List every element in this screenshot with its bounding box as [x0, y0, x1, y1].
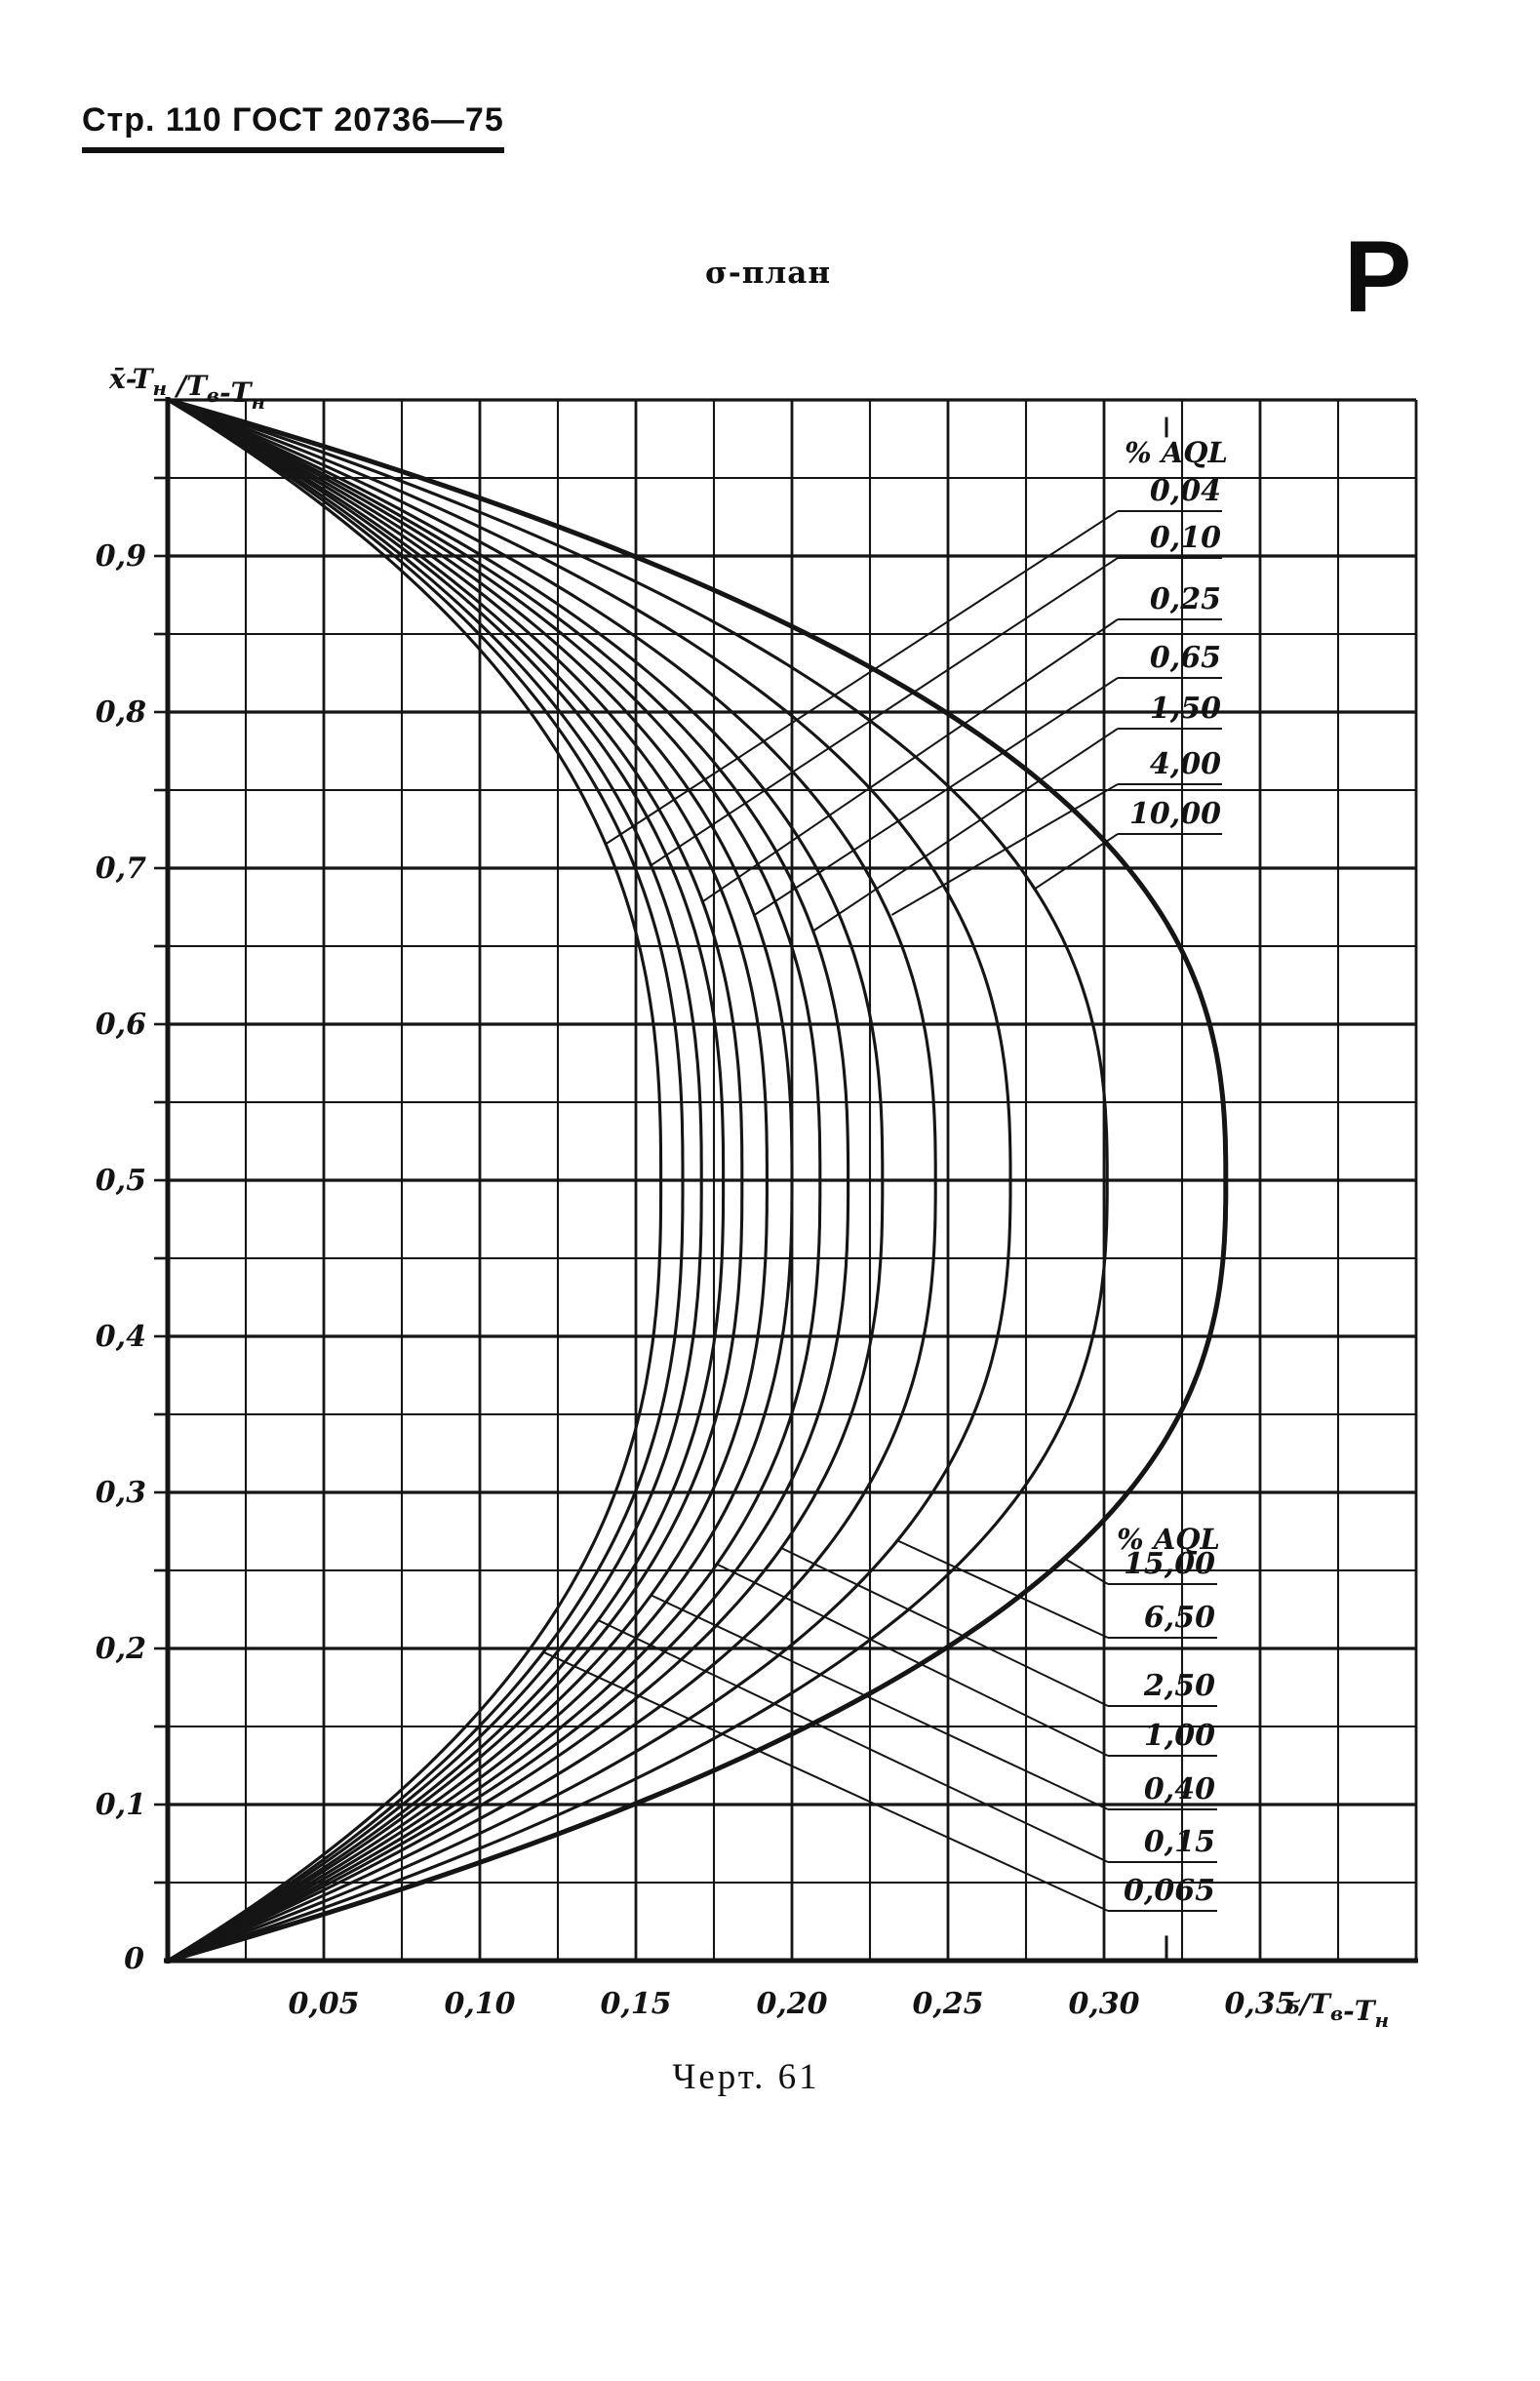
x-tick-label: 0,15	[600, 1987, 671, 2021]
y-tick-label: 0,3	[96, 1476, 146, 1510]
aql-curve	[166, 398, 703, 1963]
aql-curve	[166, 398, 937, 1963]
y-tick-label: 0,9	[96, 539, 146, 574]
aql-curve	[166, 398, 769, 1963]
legend-lower-label: 0,065	[1124, 1874, 1215, 1908]
legend-lower-label: 0,40	[1144, 1772, 1215, 1806]
legend-leader-line	[604, 510, 1119, 846]
legend-upper-label: 0,25	[1150, 582, 1221, 616]
legend-leader-line	[716, 1563, 1109, 1757]
legend-leader-line	[1035, 833, 1119, 890]
aql-curve	[166, 398, 794, 1963]
legend-leader-line	[781, 1547, 1109, 1707]
y-tick-label: 0,5	[96, 1164, 146, 1198]
legend-upper-label: 1,50	[1150, 692, 1221, 726]
legend-leader-line	[754, 677, 1119, 916]
legend-upper-label: 4,00	[1150, 747, 1221, 781]
legend-upper-label: 10,00	[1129, 797, 1221, 831]
legend-lower-title: % AQL	[1117, 1523, 1220, 1556]
x-tick-label: 0,30	[1068, 1987, 1139, 2021]
aql-curve	[166, 398, 744, 1963]
legend-leader-line	[890, 783, 1119, 916]
y-tick-label: 0,6	[96, 1008, 146, 1042]
page-header: Стр. 110 ГОСТ 20736—75	[82, 101, 504, 153]
y-tick-label: 0,7	[96, 852, 146, 886]
x-tick-label: 0,05	[288, 1987, 359, 2021]
y-tick-label: 0,1	[96, 1788, 146, 1822]
legend-leader-line	[700, 618, 1119, 904]
legend-leader-line	[541, 1650, 1109, 1912]
corner-letter-p: Р	[1344, 220, 1412, 334]
y-tick-label: 0,2	[96, 1632, 146, 1666]
legend-upper-label: 0,04	[1150, 474, 1221, 508]
aql-curve	[166, 398, 885, 1963]
legend-lower-label: 0,15	[1144, 1825, 1215, 1859]
figure-caption: Черт. 61	[672, 2057, 820, 2097]
y-tick-label: 0,8	[96, 695, 146, 730]
aql-curve	[166, 398, 1109, 1963]
aql-curve	[166, 398, 726, 1963]
legend-lower-label: 6,50	[1144, 1601, 1215, 1635]
aql-curve	[166, 398, 685, 1963]
x-tick-label: 0,10	[444, 1987, 515, 2021]
legend-leader-line	[812, 728, 1119, 932]
aql-curve	[166, 398, 1012, 1963]
origin-label: 0	[124, 1942, 144, 1976]
legend-leader-line	[651, 1594, 1109, 1810]
x-tick-label: 0,35	[1224, 1987, 1295, 2021]
y-tick-label: 0,4	[96, 1320, 146, 1354]
x-axis-title: ϭ/Tв-Tн	[1285, 1988, 1389, 2032]
legend-leader-line	[897, 1539, 1109, 1639]
aql-curve	[166, 398, 663, 1963]
legend-lower-label: 1,00	[1144, 1719, 1215, 1753]
aql-curve	[165, 397, 1229, 1964]
legend-upper-label: 0,65	[1150, 641, 1221, 675]
legend-leader-line	[651, 557, 1119, 866]
legend-leader-line	[1062, 1557, 1109, 1585]
aql-curve	[166, 398, 822, 1963]
y-axis-title: x̄-Tн /Tв-Tн	[108, 363, 265, 414]
chart-title: σ-план	[705, 256, 832, 291]
legend-leader-line	[598, 1619, 1109, 1863]
x-tick-label: 0,25	[912, 1987, 983, 2021]
aql-curve	[166, 398, 850, 1963]
legend-lower-label: 15,00	[1124, 1547, 1215, 1581]
legend-lower-label: 2,50	[1143, 1669, 1215, 1703]
legend-upper-title: % AQL	[1125, 436, 1228, 469]
legend-upper-label: 0,10	[1150, 521, 1221, 555]
x-tick-label: 0,20	[756, 1987, 827, 2021]
